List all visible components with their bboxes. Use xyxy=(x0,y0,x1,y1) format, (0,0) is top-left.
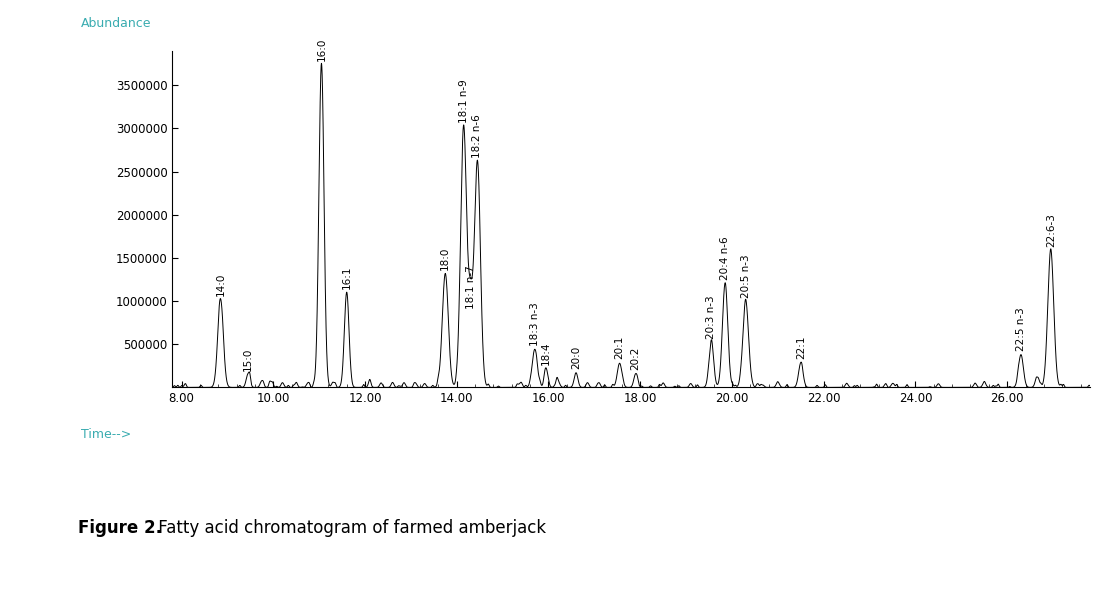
Text: 22:6-3: 22:6-3 xyxy=(1045,213,1055,247)
Text: 18:1 n-7: 18:1 n-7 xyxy=(466,265,476,309)
Text: 22:1: 22:1 xyxy=(796,336,806,359)
Text: 20:4 n-6: 20:4 n-6 xyxy=(721,236,731,280)
Text: 20:1: 20:1 xyxy=(615,336,625,359)
Text: 18:0: 18:0 xyxy=(440,247,450,270)
Text: 14:0: 14:0 xyxy=(216,272,226,296)
Text: Figure 2.: Figure 2. xyxy=(78,519,162,536)
Text: 22:5 n-3: 22:5 n-3 xyxy=(1016,307,1026,350)
Text: Fatty acid chromatogram of farmed amberjack: Fatty acid chromatogram of farmed amberj… xyxy=(153,519,547,536)
Text: Time-->: Time--> xyxy=(80,428,131,441)
Text: 16:1: 16:1 xyxy=(341,265,351,289)
Text: 15:0: 15:0 xyxy=(244,347,254,371)
Text: 18:2 n-6: 18:2 n-6 xyxy=(473,114,483,158)
Text: Abundance: Abundance xyxy=(80,17,151,30)
Text: 18:3 n-3: 18:3 n-3 xyxy=(529,302,539,346)
Text: 20:5 n-3: 20:5 n-3 xyxy=(741,254,751,298)
Text: 20:2: 20:2 xyxy=(631,347,641,370)
Text: 16:0: 16:0 xyxy=(317,38,327,61)
Text: 20:3 n-3: 20:3 n-3 xyxy=(706,295,716,339)
Text: 18:1 n-9: 18:1 n-9 xyxy=(458,79,468,123)
Text: 18:4: 18:4 xyxy=(542,342,552,365)
Text: 20:0: 20:0 xyxy=(572,346,580,369)
